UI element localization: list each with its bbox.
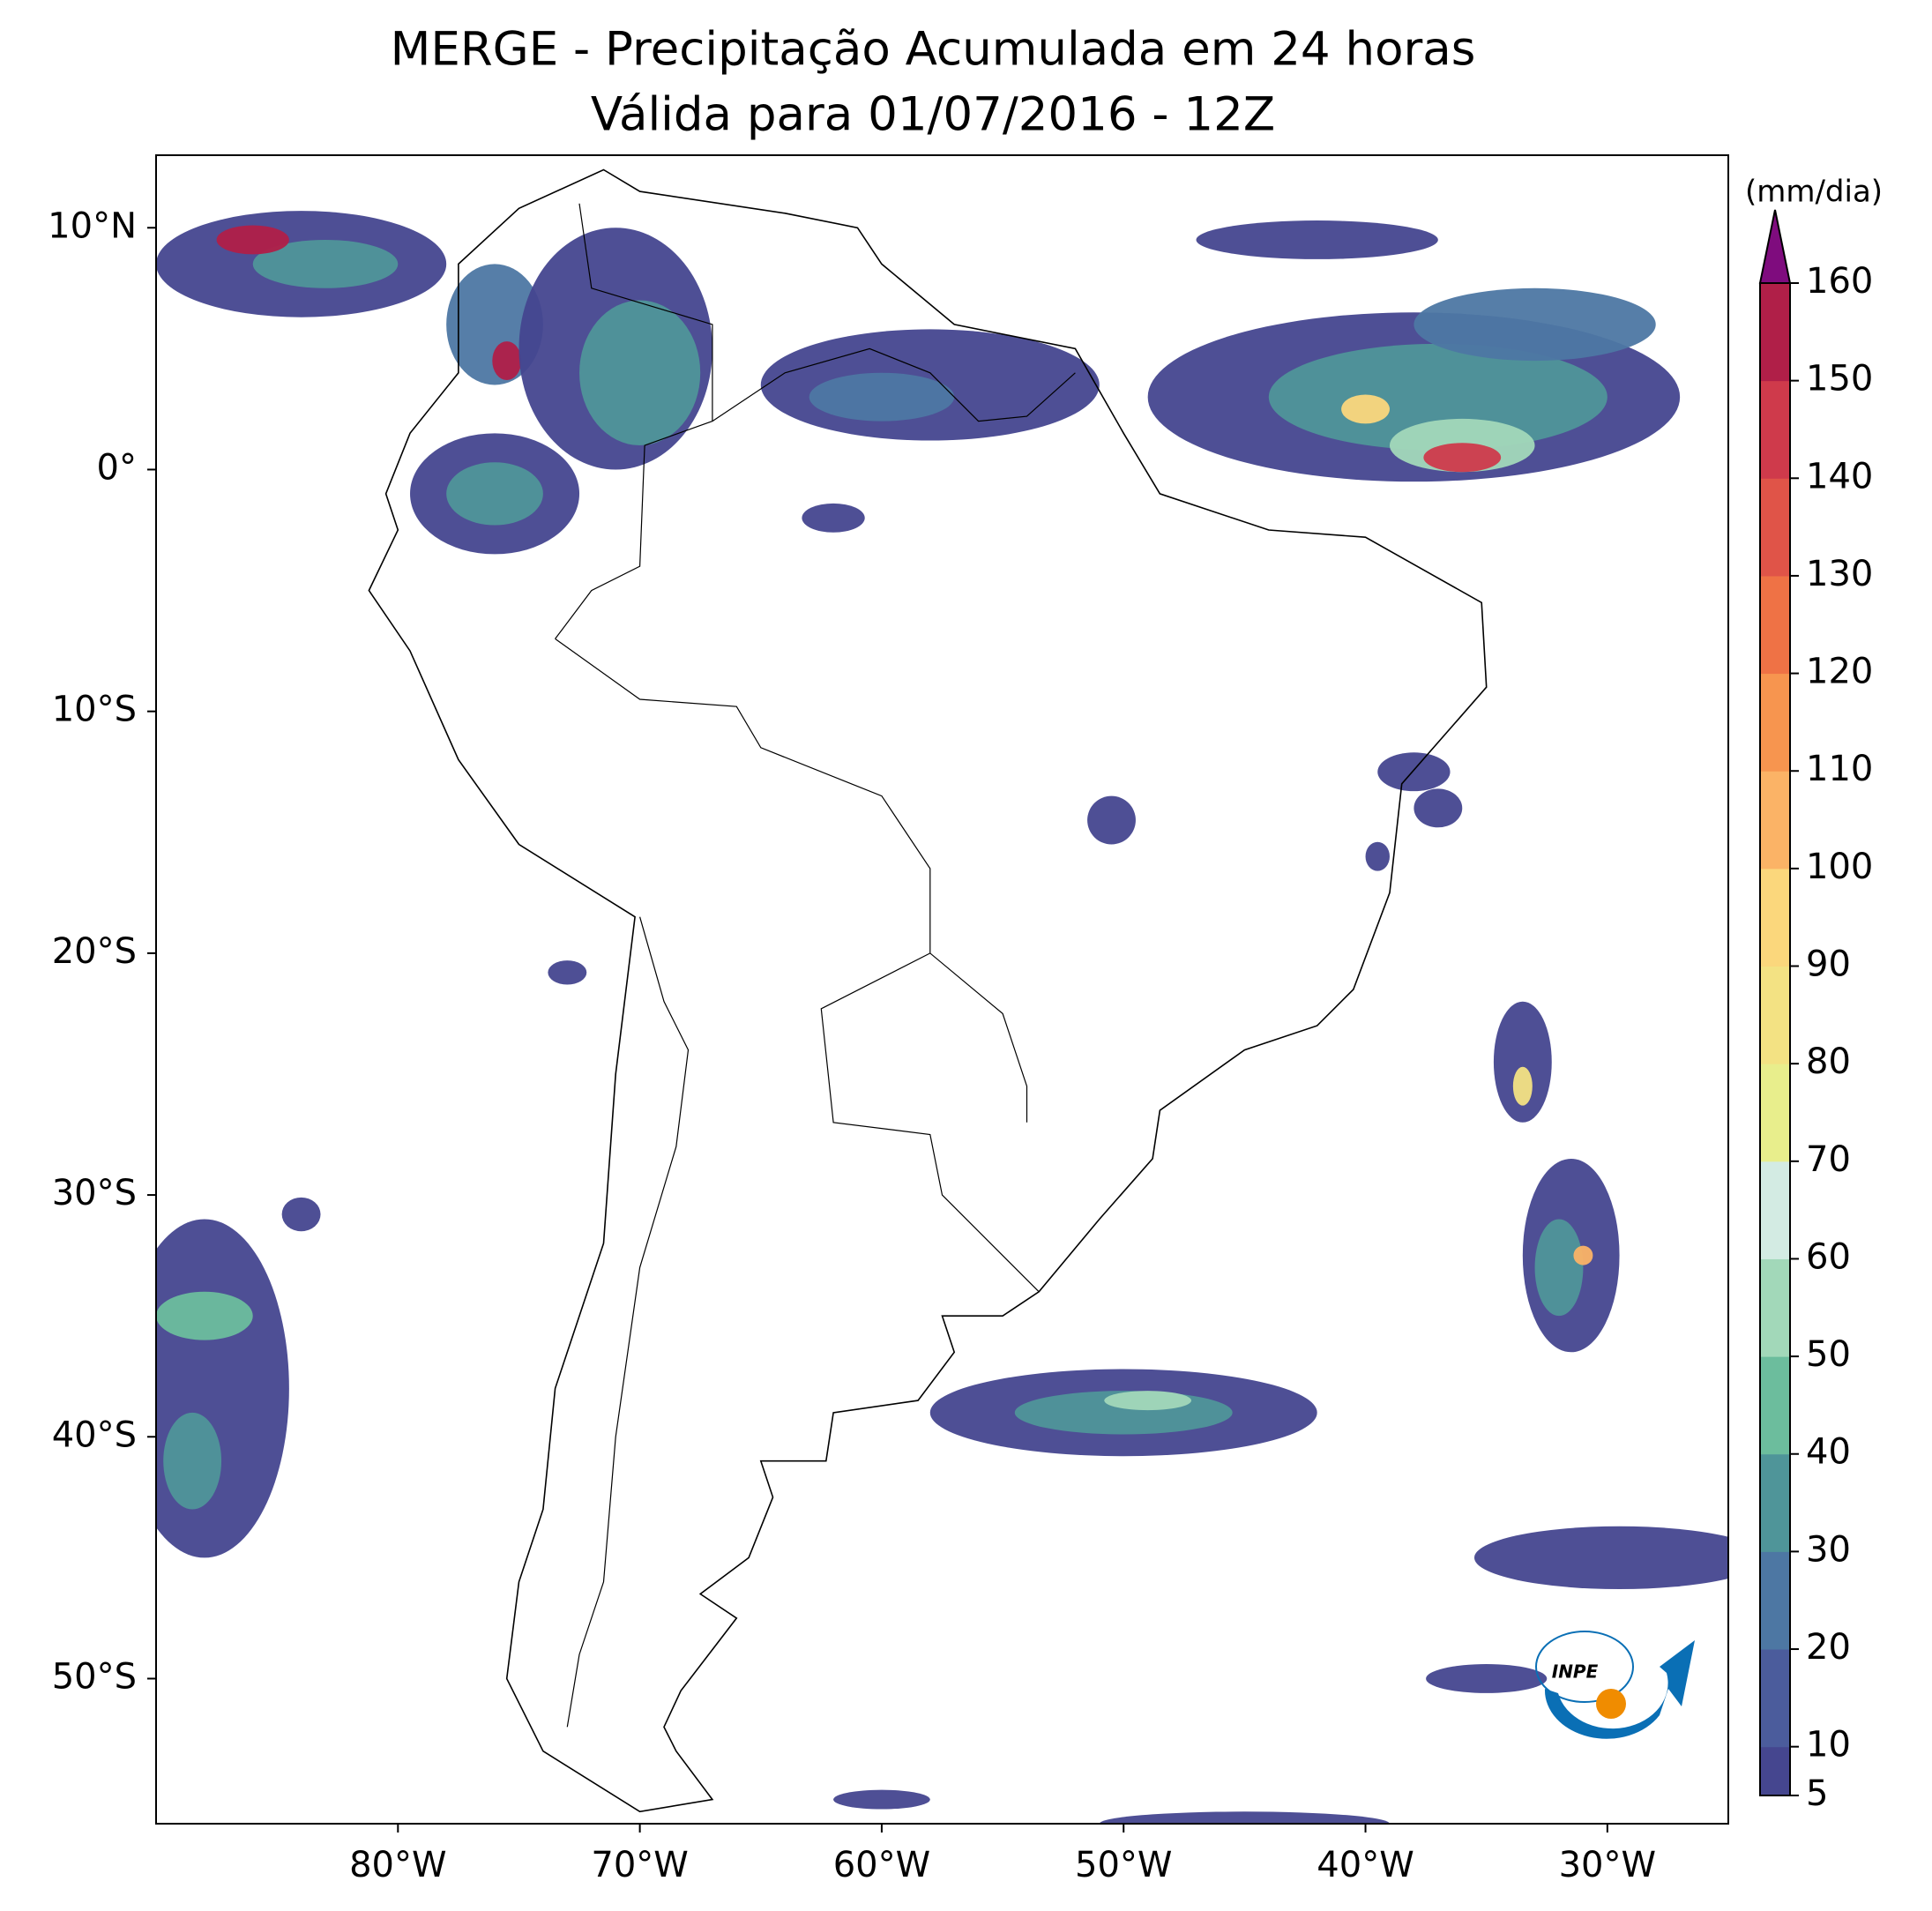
border — [712, 347, 1076, 422]
precip-area — [1493, 1001, 1552, 1123]
colorbar-extend — [1758, 209, 1792, 284]
x-tick-label: 30°W — [1559, 1845, 1656, 1885]
logo-dot — [1596, 1689, 1626, 1719]
colorbar-tick-label: 20 — [1806, 1627, 1851, 1668]
colorbar-tick-label: 40 — [1806, 1432, 1851, 1473]
precip-area — [809, 372, 955, 422]
colorbar-band — [1760, 283, 1790, 382]
colorbar-tick-label: 120 — [1806, 652, 1873, 692]
colorbar-tick-label: 140 — [1806, 456, 1873, 496]
precip-area — [156, 1219, 289, 1558]
y-tick-label: 30°S — [52, 1173, 137, 1213]
border — [555, 638, 1028, 1123]
colorbar-band — [1760, 673, 1790, 772]
logo-text: INPE — [1552, 1661, 1599, 1683]
colorbar-tick-label: 160 — [1806, 261, 1873, 302]
precip-area — [833, 1789, 930, 1810]
precip-area — [1423, 443, 1502, 473]
colorbar-band — [1760, 575, 1790, 675]
precip-area — [216, 225, 289, 255]
colorbar-band — [1760, 1258, 1790, 1357]
precip-area — [281, 1197, 321, 1232]
colorbar-band — [1760, 1649, 1790, 1748]
precip-area — [1512, 1066, 1533, 1106]
precip-area — [1341, 394, 1390, 424]
precip-area — [1414, 788, 1463, 828]
border — [820, 952, 1040, 1293]
precip-area — [1268, 343, 1608, 451]
precip-area — [1196, 220, 1438, 259]
precip-area — [1573, 1245, 1593, 1265]
colorbar-band — [1760, 771, 1790, 870]
colorbar-band — [1760, 1551, 1790, 1650]
y-tick-label: 40°S — [52, 1415, 137, 1455]
colorbar-tick-label: 10 — [1806, 1725, 1851, 1765]
precip-area — [163, 1412, 222, 1510]
precip-area — [1087, 795, 1136, 845]
precip-area — [548, 960, 587, 985]
colorbar-band — [1760, 966, 1790, 1064]
plot-frame — [155, 154, 1729, 1825]
coastline — [368, 168, 1488, 1813]
precip-area — [1099, 1811, 1390, 1824]
x-tick-label: 50°W — [1075, 1845, 1172, 1885]
logo-swoosh — [1544, 1640, 1695, 1739]
precip-area — [1474, 1526, 1728, 1590]
colorbar-tick-label: 5 — [1806, 1773, 1828, 1814]
colorbar-band — [1760, 868, 1790, 967]
precip-area — [1426, 1664, 1548, 1693]
colorbar-tick-label: 110 — [1806, 749, 1873, 789]
precip-area — [1365, 841, 1390, 871]
precipitation — [156, 168, 1728, 1824]
chart-title: MERGE - Precipitação Acumulada em 24 hor… — [391, 23, 1476, 77]
precip-area — [446, 462, 543, 526]
colorbar-tick-label: 100 — [1806, 847, 1873, 887]
x-tick-label: 70°W — [591, 1845, 688, 1885]
colorbar-band — [1760, 1746, 1790, 1796]
colorbar-tick-label: 150 — [1806, 359, 1873, 399]
precip-area — [1534, 1219, 1584, 1317]
colorbar-band — [1760, 1161, 1790, 1259]
x-tick-label: 40°W — [1317, 1845, 1414, 1885]
precip-area — [1104, 1391, 1192, 1411]
y-tick-label: 0° — [97, 447, 137, 488]
plot-area — [156, 168, 1728, 1824]
colorbar-frame — [1759, 282, 1791, 1796]
logo: INPE — [1535, 1631, 1695, 1739]
border — [555, 203, 713, 639]
chart-subtitle: Válida para 01/07/2016 - 12Z — [591, 88, 1275, 142]
precip-area — [1377, 752, 1451, 792]
colorbar-tick-label: 130 — [1806, 554, 1873, 594]
y-tick-label: 10°N — [48, 205, 137, 246]
border — [566, 916, 690, 1728]
colorbar-tick-label: 70 — [1806, 1139, 1851, 1180]
precip-area — [802, 503, 865, 533]
y-tick-label: 50°S — [52, 1656, 137, 1697]
y-tick-label: 20°S — [52, 931, 137, 972]
precip-area — [156, 1291, 253, 1340]
precip-area — [1414, 287, 1656, 362]
colorbar-tick-label: 30 — [1806, 1529, 1851, 1570]
colorbar-band — [1760, 478, 1790, 577]
colorbar-label: (mm/dia) — [1745, 175, 1883, 210]
colorbar-band — [1760, 1453, 1790, 1552]
x-tick-label: 60°W — [833, 1845, 930, 1885]
precip-area — [492, 341, 522, 381]
colorbar-band — [1760, 380, 1790, 479]
precip-area — [252, 239, 399, 288]
precip-area — [579, 300, 701, 446]
x-tick-label: 80°W — [349, 1845, 446, 1885]
logo-orbit — [1535, 1631, 1634, 1703]
colorbar-tick-label: 50 — [1806, 1334, 1851, 1375]
colorbar-band — [1760, 1064, 1790, 1162]
colorbar-tick-label: 80 — [1806, 1041, 1851, 1082]
colorbar-tick-label: 90 — [1806, 944, 1851, 985]
colorbar-tick-label: 60 — [1806, 1236, 1851, 1277]
colorbar-band — [1760, 1356, 1790, 1455]
y-tick-label: 10°S — [52, 690, 137, 730]
